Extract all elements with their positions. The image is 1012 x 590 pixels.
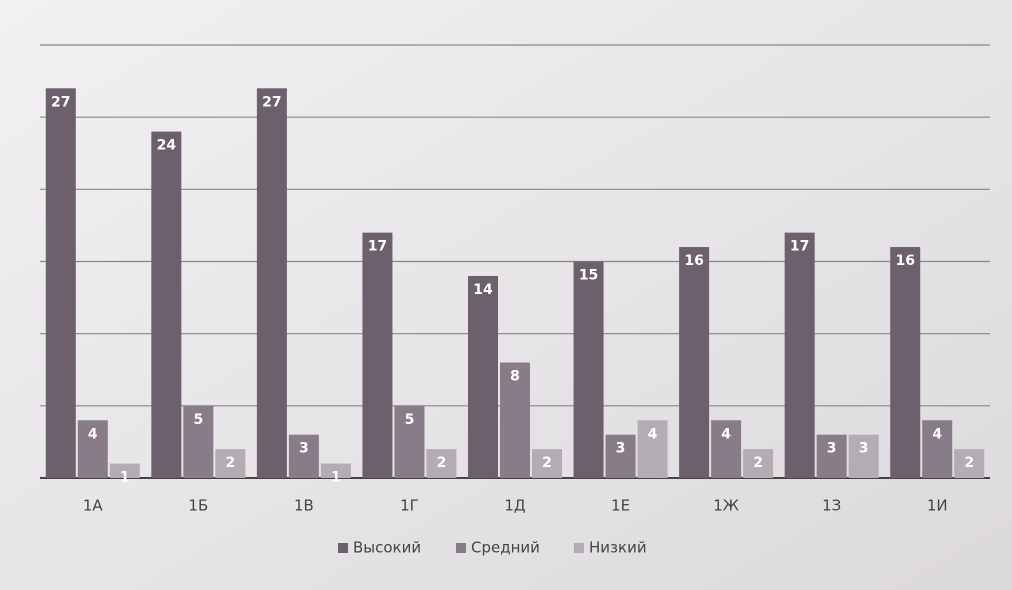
bar [362, 232, 393, 478]
value-label: 2 [437, 455, 447, 471]
bar [77, 420, 108, 478]
legend-swatch [574, 543, 584, 553]
value-label: 24 [157, 138, 177, 154]
legend-label: Низкий [589, 539, 647, 557]
bar [848, 434, 879, 478]
value-label: 3 [827, 441, 837, 457]
bar [320, 463, 351, 478]
value-label: 3 [616, 441, 626, 457]
bar [711, 420, 742, 478]
value-label: 2 [964, 455, 974, 471]
bar [288, 434, 319, 478]
value-label: 4 [721, 426, 731, 442]
value-label: 14 [473, 282, 493, 298]
legend-label: Средний [471, 539, 540, 557]
x-tick-label: 1Г [400, 497, 419, 515]
value-label: 2 [225, 455, 235, 471]
value-label: 1 [331, 470, 341, 486]
bar [45, 88, 76, 479]
value-label: 16 [684, 253, 703, 269]
x-tick-label: 1И [927, 497, 948, 515]
value-label: 16 [895, 253, 914, 269]
value-label: 17 [790, 239, 809, 255]
bar [816, 434, 847, 478]
bar [151, 131, 182, 478]
x-tick-label: 1Е [611, 497, 630, 515]
bar [954, 449, 985, 478]
bar [637, 420, 668, 478]
value-label: 5 [193, 412, 203, 428]
x-tick-label: 1Ж [713, 497, 739, 515]
bar [109, 463, 140, 478]
value-label: 4 [88, 426, 98, 442]
bar [679, 247, 710, 478]
bar [394, 405, 425, 478]
bar [256, 88, 287, 479]
value-label: 17 [368, 239, 387, 255]
legend-swatch [338, 543, 348, 553]
bar [922, 420, 953, 478]
bar [215, 449, 246, 478]
legend-label: Высокий [353, 539, 421, 557]
bar [743, 449, 774, 478]
bar [468, 275, 498, 478]
value-label: 8 [510, 369, 520, 385]
value-label: 27 [51, 94, 70, 110]
bar [500, 362, 530, 478]
x-tick-label: 1Б [188, 497, 208, 515]
x-tick-label: 1А [83, 497, 104, 515]
bar [890, 247, 921, 478]
value-label: 4 [932, 426, 942, 442]
value-label: 5 [405, 412, 415, 428]
bar [784, 232, 815, 478]
value-label: 15 [579, 268, 598, 284]
value-label: 1 [120, 470, 130, 486]
value-label: 2 [753, 455, 763, 471]
value-label: 3 [299, 441, 309, 457]
value-label: 4 [648, 426, 658, 442]
x-tick-label: 1В [294, 497, 314, 515]
bar [426, 449, 457, 478]
legend-swatch [456, 543, 466, 553]
bar [605, 434, 636, 478]
value-label: 2 [542, 455, 552, 471]
bar [573, 261, 604, 478]
value-label: 27 [262, 94, 281, 110]
bar [532, 449, 562, 478]
value-label: 3 [859, 441, 869, 457]
bar [183, 405, 214, 478]
x-tick-label: 1Д [504, 497, 525, 515]
x-tick-label: 1З [822, 497, 841, 515]
